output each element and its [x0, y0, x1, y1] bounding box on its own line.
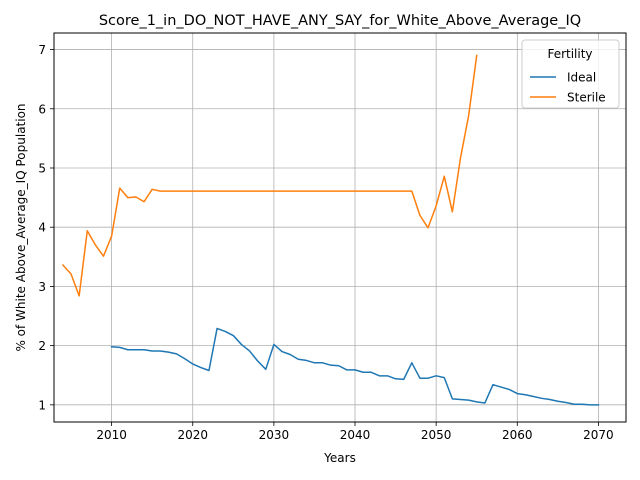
grid — [54, 33, 626, 422]
y-tick-label: 6 — [38, 102, 46, 116]
x-axis: 2010 2020 2030 2040 2050 2060 2070 — [96, 422, 614, 442]
x-tick-label: 2030 — [259, 428, 290, 442]
x-tick-label: 2060 — [502, 428, 533, 442]
x-tick-label: 2040 — [340, 428, 371, 442]
y-tick-label: 4 — [38, 221, 46, 235]
x-tick-label: 2020 — [177, 428, 208, 442]
y-tick-label: 7 — [38, 43, 46, 57]
legend-label-ideal: Ideal — [567, 71, 596, 85]
legend-box — [521, 39, 620, 109]
chart-title: Score_1_in_DO_NOT_HAVE_ANY_SAY_for_White… — [99, 13, 581, 29]
y-tick-label: 2 — [38, 339, 46, 353]
legend-title: Fertility — [547, 47, 592, 61]
x-axis-label: Years — [323, 451, 356, 465]
y-tick-label: 1 — [38, 398, 46, 412]
x-tick-label: 2010 — [96, 428, 127, 442]
legend-label-sterile: Sterile — [567, 91, 606, 105]
y-tick-label: 5 — [38, 161, 46, 175]
x-tick-label: 2070 — [583, 428, 614, 442]
series-layer — [61, 54, 600, 406]
legend: Fertility Ideal Sterile — [521, 39, 620, 109]
series-line-sterile — [61, 54, 478, 297]
series-line-ideal — [110, 327, 600, 406]
y-axis-label: % of White Above_Average_IQ Population — [14, 103, 28, 351]
x-tick-label: 2050 — [421, 428, 452, 442]
y-axis: 1 2 3 4 5 6 7 — [38, 43, 54, 412]
y-tick-label: 3 — [38, 280, 46, 294]
